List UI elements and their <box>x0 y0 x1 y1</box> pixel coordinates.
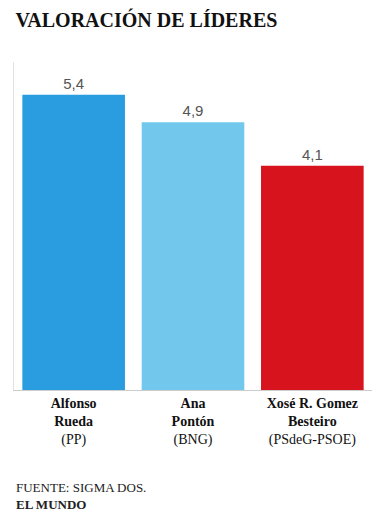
svg-text:AnaPontón(BNG): AnaPontón(BNG) <box>172 396 215 448</box>
svg-text:EL MUNDO: EL MUNDO <box>16 497 86 512</box>
svg-text:VALORACIÓN DE LÍDERES: VALORACIÓN DE LÍDERES <box>15 8 277 31</box>
svg-text:FUENTE: SIGMA DOS.: FUENTE: SIGMA DOS. <box>16 480 146 495</box>
svg-text:5,4: 5,4 <box>63 75 84 92</box>
svg-text:4,9: 4,9 <box>183 102 204 119</box>
svg-text:AlfonsoRueda(PP): AlfonsoRueda(PP) <box>51 396 97 448</box>
svg-text:4,1: 4,1 <box>302 146 323 163</box>
svg-text:Xosé R. GomezBesteiro(PSdeG-PS: Xosé R. GomezBesteiro(PSdeG-PSOE) <box>267 396 358 448</box>
